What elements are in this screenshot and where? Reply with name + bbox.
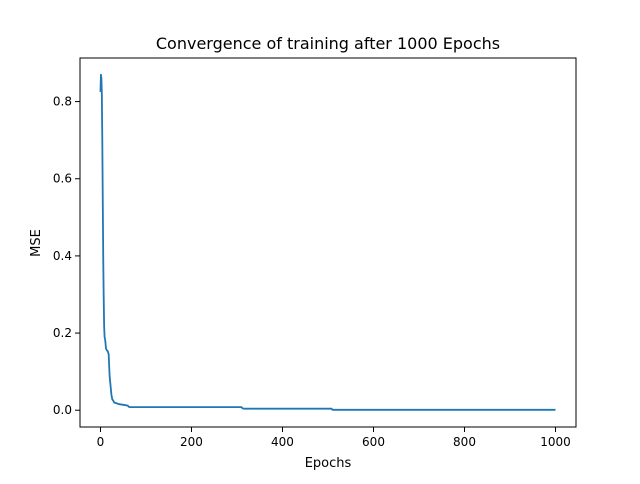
- y-axis-ticks: 0.0 0.2 0.4 0.6 0.8: [53, 95, 80, 417]
- x-axis-ticks: 0 200 400 600 800 1000: [97, 427, 571, 449]
- x-tick-label: 200: [180, 435, 203, 449]
- x-tick-label: 400: [271, 435, 294, 449]
- series-line-mse: [99, 73, 556, 411]
- y-tick-label: 0.8: [53, 95, 72, 109]
- series-layer: [99, 73, 556, 411]
- x-axis-label: Epochs: [305, 456, 352, 471]
- plot-area: [79, 57, 577, 428]
- y-tick-label: 0.2: [53, 326, 72, 340]
- x-tick-label: 800: [453, 435, 476, 449]
- x-tick-label: 0: [97, 435, 105, 449]
- y-tick-label: 0.6: [53, 172, 72, 186]
- x-tick-label: 1000: [540, 435, 571, 449]
- chart-title: Convergence of training after 1000 Epoch…: [156, 34, 500, 53]
- y-tick-label: 0.0: [53, 403, 72, 417]
- y-axis-label: MSE: [29, 229, 44, 257]
- y-tick-label: 0.4: [53, 249, 72, 263]
- plot-frame: [79, 57, 577, 428]
- x-tick-label: 600: [362, 435, 385, 449]
